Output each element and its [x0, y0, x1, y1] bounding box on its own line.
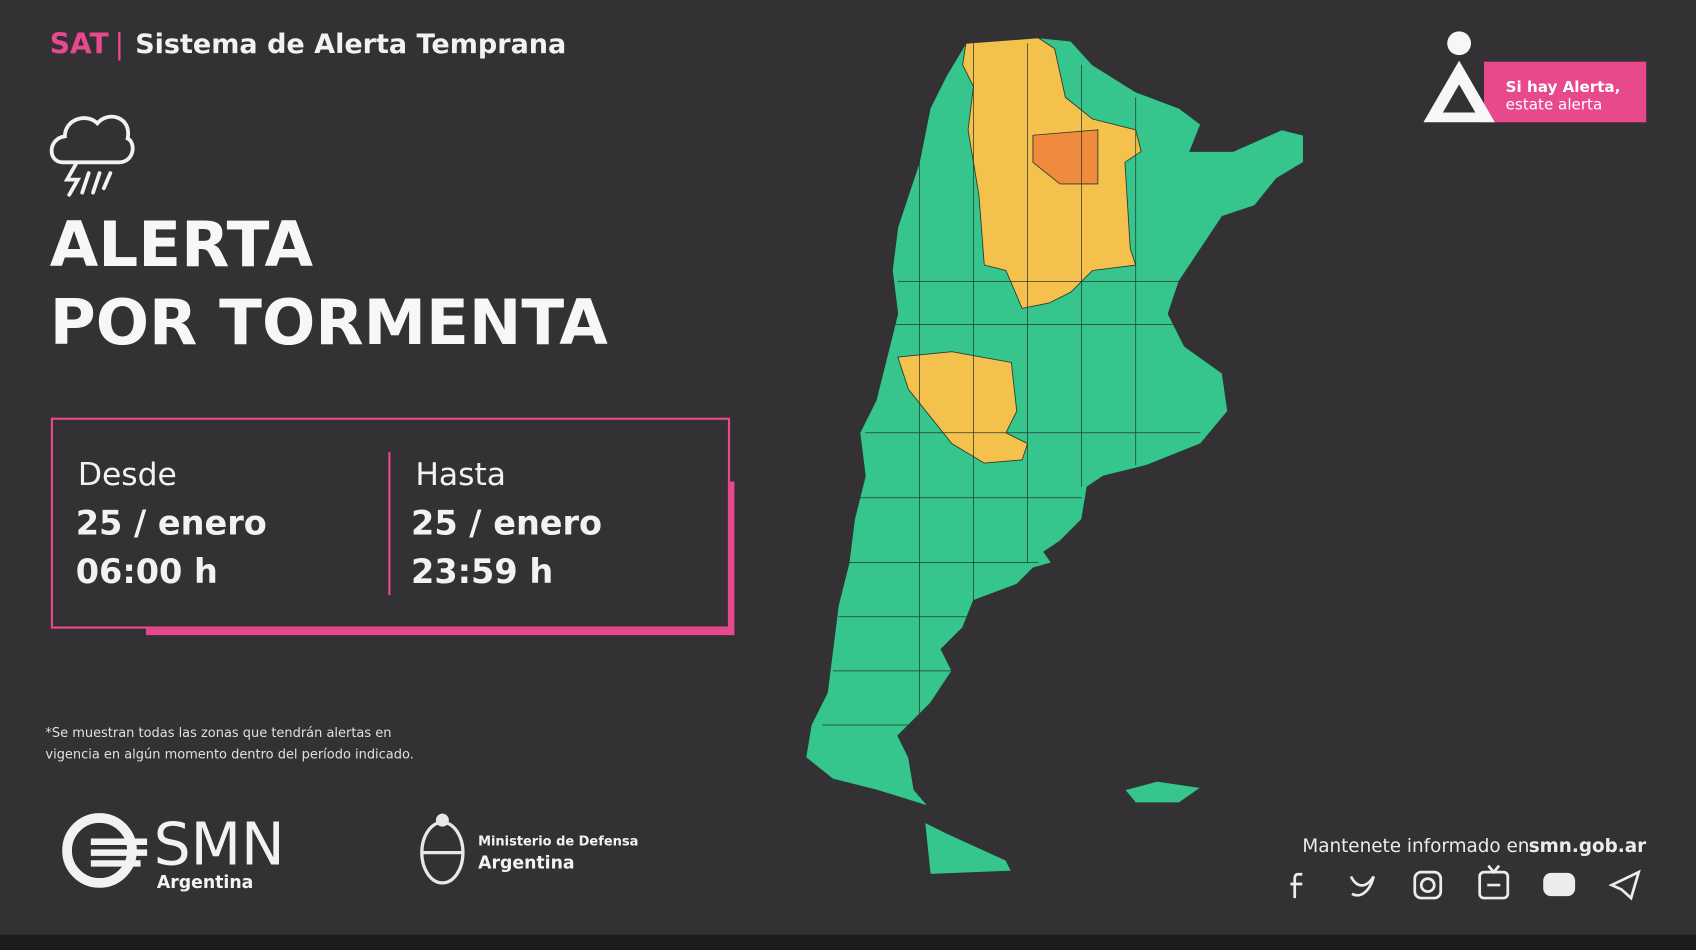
from-label: Desde	[78, 457, 177, 493]
alert-title: ALERTA	[50, 208, 314, 281]
badge: Si hay Alerta, estate alerta	[1423, 31, 1647, 123]
instagram-icon[interactable]	[1413, 870, 1443, 900]
footnote: vigencia en algún momento dentro del per…	[45, 748, 413, 763]
twitter-icon[interactable]	[1349, 875, 1375, 897]
to-date: 25 / enero	[411, 503, 602, 542]
telegram-icon[interactable]	[1608, 869, 1641, 901]
smn-text: SMN	[154, 810, 285, 878]
bottom-strip	[0, 934, 1696, 950]
separator: |	[115, 27, 124, 60]
header-title: Sistema de Alerta Temprana	[135, 29, 566, 60]
map	[805, 37, 1304, 875]
footer-text: Mantenete informado en	[1302, 836, 1529, 857]
smn-logo: SMN Argentina	[62, 810, 285, 893]
alert-title: POR TORMENTA	[50, 286, 608, 359]
ministry-text: Argentina	[478, 853, 575, 873]
period-box-accent	[146, 481, 735, 636]
to-time: 23:59 h	[411, 552, 553, 591]
storm-icon	[49, 114, 135, 197]
from-time: 06:00 h	[76, 552, 218, 591]
footnote: *Se muestran todas las zonas que tendrán…	[45, 726, 391, 741]
badge-text: estate alerta	[1506, 95, 1603, 113]
smn-sub: Argentina	[157, 873, 254, 893]
ministry-text: Ministerio de Defensa	[478, 834, 638, 849]
footer-site[interactable]: smn.gob.ar	[1529, 836, 1647, 857]
to-label: Hasta	[415, 457, 506, 493]
from-date: 25 / enero	[76, 503, 267, 542]
youtube-icon[interactable]	[1543, 872, 1576, 897]
badge-text: Si hay Alerta,	[1506, 78, 1621, 96]
facebook-icon[interactable]	[1290, 872, 1303, 899]
ministry-logo: Ministerio de Defensa Argentina	[420, 813, 638, 885]
social-icons	[1290, 864, 1641, 901]
brand: SAT	[50, 27, 110, 60]
